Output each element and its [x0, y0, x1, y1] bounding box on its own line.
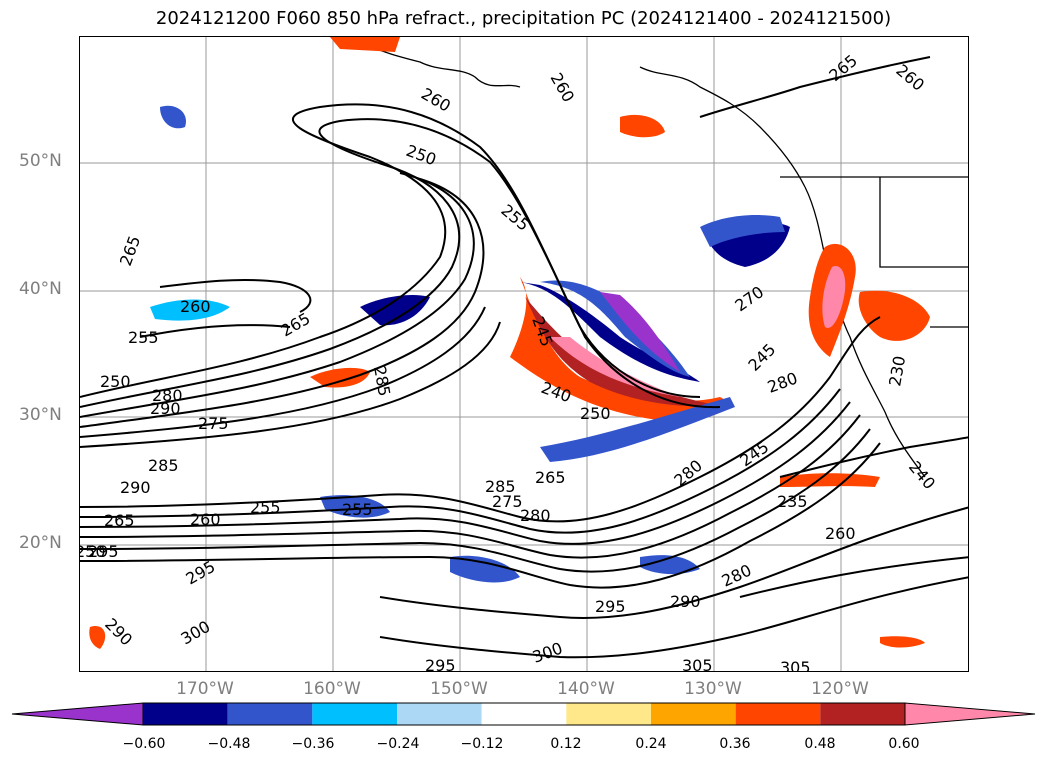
map-canvas: 265 260 255 250 280 290 275 285 290 265 …	[80, 37, 968, 672]
contour-label: 230	[885, 354, 909, 387]
contour-label: 250	[580, 404, 611, 423]
contour-label: 280	[765, 368, 800, 396]
lon-label-120w: 120°W	[811, 679, 869, 699]
contour-label: 295	[425, 656, 456, 672]
contour-label: 290	[120, 478, 151, 497]
colorbar-tick: −0.36	[291, 736, 335, 752]
contour-label: 260	[892, 61, 928, 95]
contour-label: 260	[418, 84, 454, 116]
colorbar-extend-low	[11, 702, 144, 726]
colorbar-extend-high	[904, 702, 1036, 726]
colorbar-tick: 0.36	[719, 736, 751, 752]
contour-label: 250	[100, 372, 131, 391]
lon-label-150w: 150°W	[430, 679, 488, 699]
colorbar-segment	[227, 703, 313, 725]
contour-label: 255	[497, 201, 533, 235]
lon-label-170w: 170°W	[176, 679, 234, 699]
colorbar-segment	[312, 703, 397, 725]
lon-label-140w: 140°W	[557, 679, 615, 699]
colorbar-segment	[566, 703, 651, 725]
colorbar-segments	[11, 702, 1036, 726]
contour-label: 295	[183, 557, 219, 589]
contour-label-group: 265 260 255 250 280 290 275 285 290 265 …	[80, 51, 939, 672]
contour-label: 265	[535, 468, 566, 487]
contour-label: 300	[178, 617, 214, 649]
contour-label: 305	[780, 658, 811, 672]
lat-label-50n: 50°N	[19, 151, 62, 171]
contour-label: 260	[190, 510, 221, 529]
lon-label-160w: 160°W	[303, 679, 361, 699]
colorbar-tick: 0.12	[550, 736, 582, 752]
contour-label: 250	[404, 141, 439, 169]
contour-label: 280	[719, 560, 755, 590]
colorbar-tick: 0.24	[635, 736, 667, 752]
contour-label: 260	[180, 297, 211, 316]
colorbar-segment	[735, 703, 821, 725]
lat-label-20n: 20°N	[19, 533, 62, 553]
contour-label: 265	[104, 511, 135, 530]
contour-label: 255	[250, 498, 281, 517]
colorbar-tick: −0.24	[376, 736, 420, 752]
contour-label: 295	[88, 542, 119, 561]
contour-label: 285	[370, 364, 394, 397]
colorbar-segment	[481, 703, 567, 725]
contour-label: 280	[152, 386, 183, 405]
contour-label: 255	[128, 328, 159, 347]
contour-label: 290	[101, 614, 136, 649]
colorbar-tick: −0.48	[207, 736, 251, 752]
contour-label: 305	[682, 656, 713, 672]
contour-label: 300	[530, 638, 565, 666]
contour-label: 290	[150, 399, 181, 418]
contour-label: 275	[198, 414, 229, 433]
colorbar-tick: −0.12	[460, 736, 504, 752]
colorbar	[11, 702, 1036, 726]
contour-label: 260	[547, 70, 579, 106]
contour-label: 260	[825, 524, 856, 543]
contour-label: 250	[80, 542, 106, 561]
contour-label: 280	[520, 506, 551, 525]
map-panel: 265 260 255 250 280 290 275 285 290 265 …	[79, 36, 969, 672]
map-title: 2024121200 F060 850 hPa refract., precip…	[155, 8, 892, 29]
lon-label-130w: 130°W	[684, 679, 742, 699]
refractivity-contours	[80, 56, 968, 659]
contour-label: 295	[595, 597, 626, 616]
contour-label: 265	[116, 233, 144, 268]
colorbar-segment	[651, 703, 736, 725]
contour-label: 235	[777, 492, 808, 511]
colorbar-segment	[820, 703, 905, 725]
contour-label: 290	[670, 592, 701, 611]
lat-label-30n: 30°N	[19, 405, 62, 425]
contour-label: 285	[485, 477, 516, 496]
contour-label: 285	[148, 456, 179, 475]
contour-label: 245	[736, 437, 772, 470]
colorbar-tick: −0.60	[122, 736, 166, 752]
contour-label: 265	[278, 309, 314, 341]
precipitation-shading	[89, 37, 930, 649]
coastline	[349, 37, 968, 478]
colorbar-tick: 0.48	[804, 736, 836, 752]
contour-label: 255	[342, 500, 373, 519]
colorbar-segment	[143, 703, 228, 725]
contour-label: 280	[670, 456, 706, 490]
colorbar-outline	[142, 702, 906, 726]
contour-label: 275	[492, 492, 523, 511]
contour-label: 270	[731, 282, 767, 315]
colorbar-segment	[397, 703, 482, 725]
lat-label-40n: 40°N	[19, 279, 62, 299]
colorbar-tick: 0.60	[888, 736, 920, 752]
contour-label: 245	[744, 340, 779, 375]
contour-label: 240	[905, 457, 939, 493]
